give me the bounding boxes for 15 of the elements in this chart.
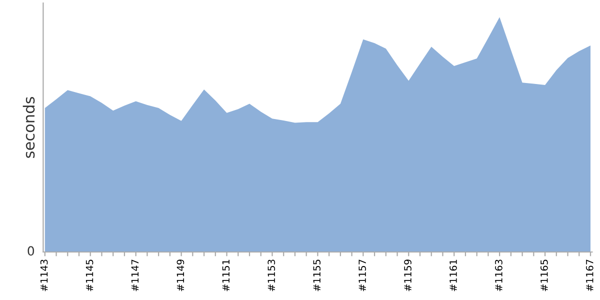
x-tick-label: #1155 [313,260,321,292]
x-tick-label: #1153 [268,260,276,292]
x-tick-label: #1149 [176,260,184,292]
x-tick-label: #1165 [540,260,548,292]
x-tick-label: #1147 [131,260,139,292]
x-tick-label: #1157 [358,260,366,292]
x-tick-label: #1167 [586,260,594,292]
x-tick-label: #1161 [450,260,457,292]
x-tick-label: #1159 [404,260,412,292]
x-tick-label: #1151 [222,260,230,292]
x-tick-label: #1163 [495,260,502,292]
x-tick-label: #1145 [86,260,94,292]
y-axis-title: seconds [22,97,35,158]
x-tick-label: #1143 [40,260,48,292]
text: 0 [28,246,34,256]
